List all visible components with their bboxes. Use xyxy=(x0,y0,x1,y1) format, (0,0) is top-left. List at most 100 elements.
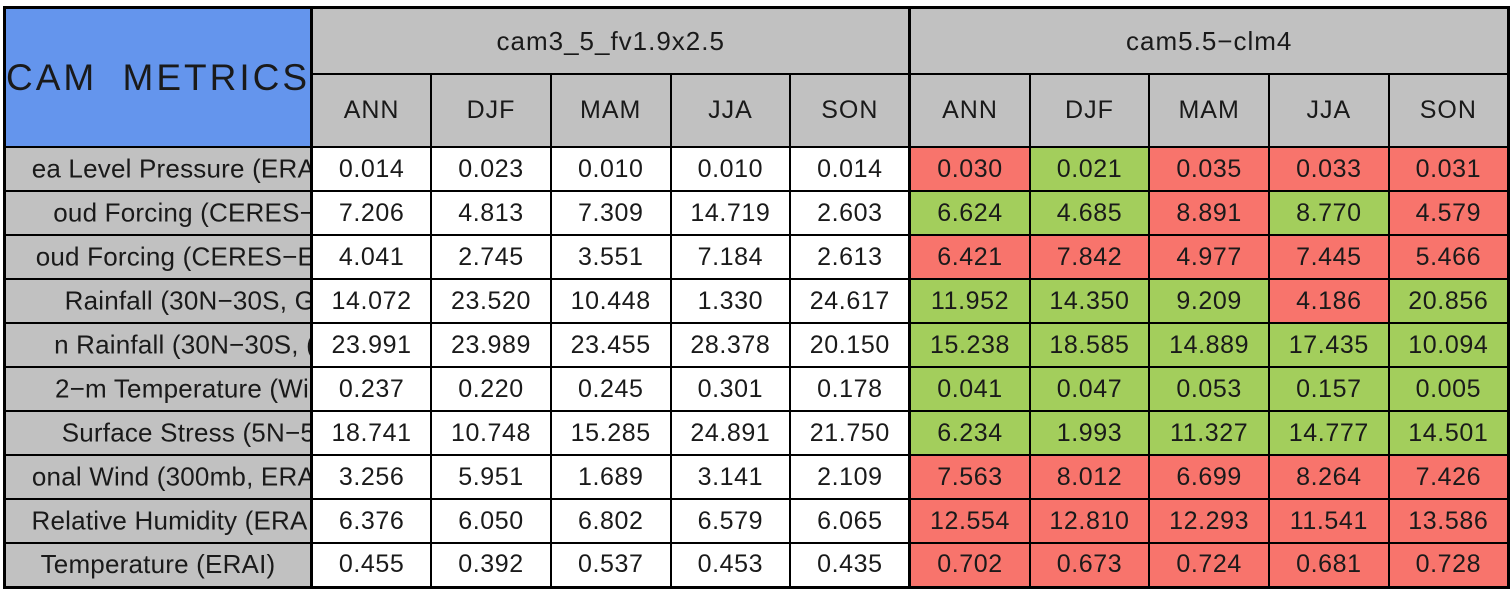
value-cell-model2: 0.724 xyxy=(1148,542,1270,588)
season-header-g1-jja: JJA xyxy=(669,73,792,148)
value-cell-model2: 0.033 xyxy=(1268,146,1390,192)
value-cell-model2: 4.579 xyxy=(1387,190,1510,236)
value-cell-model1: 23.991 xyxy=(310,322,433,368)
metric-label: Relative Humidity (ERAI xyxy=(31,505,312,536)
season-header-g1-son: SON xyxy=(789,73,911,148)
metric-label: Temperature (ERAI) xyxy=(40,549,276,580)
value-cell-model1: 10.448 xyxy=(549,278,672,324)
metric-label-cell: Surface Stress (5N−5 xyxy=(3,410,313,456)
metric-label: ea Level Pressure (ERA xyxy=(31,153,312,184)
value-cell-model2: 7.842 xyxy=(1028,234,1151,280)
season-header-g1-mam: MAM xyxy=(549,73,672,148)
metric-label: 2−m Temperature (Wil xyxy=(55,373,312,404)
value-cell-model2: 11.327 xyxy=(1148,410,1270,456)
metric-label: oud Forcing (CERES−E xyxy=(35,241,312,272)
value-cell-model1: 7.206 xyxy=(310,190,433,236)
metric-label-cell: oud Forcing (CERES− xyxy=(3,190,313,236)
value-cell-model2: 7.563 xyxy=(908,454,1031,500)
metric-label: onal Wind (300mb, ERA xyxy=(31,461,312,492)
value-cell-model2: 9.209 xyxy=(1148,278,1270,324)
value-cell-model1: 21.750 xyxy=(789,410,911,456)
metric-label: Rainfall (30N−30S, G xyxy=(64,285,312,316)
metrics-table-body: ea Level Pressure (ERA 0.014 0.023 0.010 0.0… xyxy=(3,146,1510,588)
value-cell-model2: 4.186 xyxy=(1268,278,1390,324)
season-header-g2-djf: DJF xyxy=(1028,73,1151,148)
value-cell-model2: 14.777 xyxy=(1268,410,1390,456)
value-cell-model1: 18.741 xyxy=(310,410,433,456)
value-cell-model1: 6.802 xyxy=(549,498,672,544)
value-cell-model2: 0.005 xyxy=(1387,366,1510,412)
value-cell-model2: 0.031 xyxy=(1387,146,1510,192)
table-row: onal Wind (300mb, ERA 3.256 5.951 1.689 3.14… xyxy=(3,454,1510,500)
value-cell-model1: 6.065 xyxy=(789,498,911,544)
value-cell-model1: 0.537 xyxy=(549,542,672,588)
season-header-g2-mam: MAM xyxy=(1148,73,1270,148)
value-cell-model2: 0.728 xyxy=(1387,542,1510,588)
value-cell-model1: 7.184 xyxy=(669,234,792,280)
value-cell-model1: 0.245 xyxy=(549,366,672,412)
metric-label-cell: Relative Humidity (ERAI xyxy=(3,498,313,544)
value-cell-model1: 3.551 xyxy=(549,234,672,280)
value-cell-model2: 0.157 xyxy=(1268,366,1390,412)
table-row: Surface Stress (5N−5 18.741 10.748 15.285 24… xyxy=(3,410,1510,456)
value-cell-model2: 10.094 xyxy=(1387,322,1510,368)
season-header-g1-djf: DJF xyxy=(430,73,552,148)
value-cell-model1: 6.376 xyxy=(310,498,433,544)
table-row: Rainfall (30N−30S, G 14.072 23.520 10.448 1.… xyxy=(3,278,1510,324)
value-cell-model1: 23.520 xyxy=(430,278,552,324)
value-cell-model1: 0.220 xyxy=(430,366,552,412)
value-cell-model1: 20.150 xyxy=(789,322,911,368)
value-cell-model1: 0.010 xyxy=(669,146,792,192)
value-cell-model2: 11.952 xyxy=(908,278,1031,324)
value-cell-model1: 0.392 xyxy=(430,542,552,588)
value-cell-model2: 0.673 xyxy=(1028,542,1151,588)
model-group-header-row: CAM METRICS cam3_5_fv1.9x2.5 cam5.5−clm4 xyxy=(3,6,1510,148)
value-cell-model1: 24.617 xyxy=(789,278,911,324)
value-cell-model1: 5.951 xyxy=(430,454,552,500)
metric-label-cell: ea Level Pressure (ERA xyxy=(3,146,313,192)
value-cell-model2: 4.977 xyxy=(1148,234,1270,280)
value-cell-model1: 23.989 xyxy=(430,322,552,368)
table-title: CAM METRICS xyxy=(6,56,310,98)
value-cell-model2: 12.293 xyxy=(1148,498,1270,544)
value-cell-model1: 24.891 xyxy=(669,410,792,456)
metric-label-cell: oud Forcing (CERES−E xyxy=(3,234,313,280)
value-cell-model2: 6.234 xyxy=(908,410,1031,456)
value-cell-model2: 1.993 xyxy=(1028,410,1151,456)
value-cell-model1: 23.455 xyxy=(549,322,672,368)
value-cell-model1: 2.603 xyxy=(789,190,911,236)
value-cell-model2: 0.041 xyxy=(908,366,1031,412)
value-cell-model1: 1.689 xyxy=(549,454,672,500)
metric-label-cell: Temperature (ERAI) xyxy=(3,542,313,588)
table-title-cell: CAM METRICS xyxy=(3,6,313,148)
cam-metrics-table: CAM METRICS cam3_5_fv1.9x2.5 cam5.5−clm4… xyxy=(3,6,1510,589)
value-cell-model2: 4.685 xyxy=(1028,190,1151,236)
value-cell-model1: 0.455 xyxy=(310,542,433,588)
metric-label: n Rainfall (30N−30S, ( xyxy=(54,329,312,360)
value-cell-model2: 6.699 xyxy=(1148,454,1270,500)
table-row: oud Forcing (CERES−E 4.041 2.745 3.551 7.184… xyxy=(3,234,1510,280)
value-cell-model1: 1.330 xyxy=(669,278,792,324)
value-cell-model1: 10.748 xyxy=(430,410,552,456)
value-cell-model1: 0.014 xyxy=(789,146,911,192)
value-cell-model2: 11.541 xyxy=(1268,498,1390,544)
model-group-header-2: cam5.5−clm4 xyxy=(908,6,1510,75)
value-cell-model1: 0.237 xyxy=(310,366,433,412)
value-cell-model2: 18.585 xyxy=(1028,322,1151,368)
value-cell-model1: 14.719 xyxy=(669,190,792,236)
value-cell-model2: 13.586 xyxy=(1387,498,1510,544)
value-cell-model2: 14.501 xyxy=(1387,410,1510,456)
model-group-header-1: cam3_5_fv1.9x2.5 xyxy=(310,6,911,75)
table-row: oud Forcing (CERES− 7.206 4.813 7.309 14.719… xyxy=(3,190,1510,236)
metric-label-cell: Rainfall (30N−30S, G xyxy=(3,278,313,324)
metric-label: Surface Stress (5N−5 xyxy=(61,417,312,448)
value-cell-model1: 0.435 xyxy=(789,542,911,588)
value-cell-model1: 0.010 xyxy=(549,146,672,192)
value-cell-model2: 6.624 xyxy=(908,190,1031,236)
value-cell-model1: 3.256 xyxy=(310,454,433,500)
metric-label-cell: 2−m Temperature (Wil xyxy=(3,366,313,412)
value-cell-model2: 8.891 xyxy=(1148,190,1270,236)
table-row: 2−m Temperature (Wil 0.237 0.220 0.245 0.301… xyxy=(3,366,1510,412)
value-cell-model2: 8.770 xyxy=(1268,190,1390,236)
